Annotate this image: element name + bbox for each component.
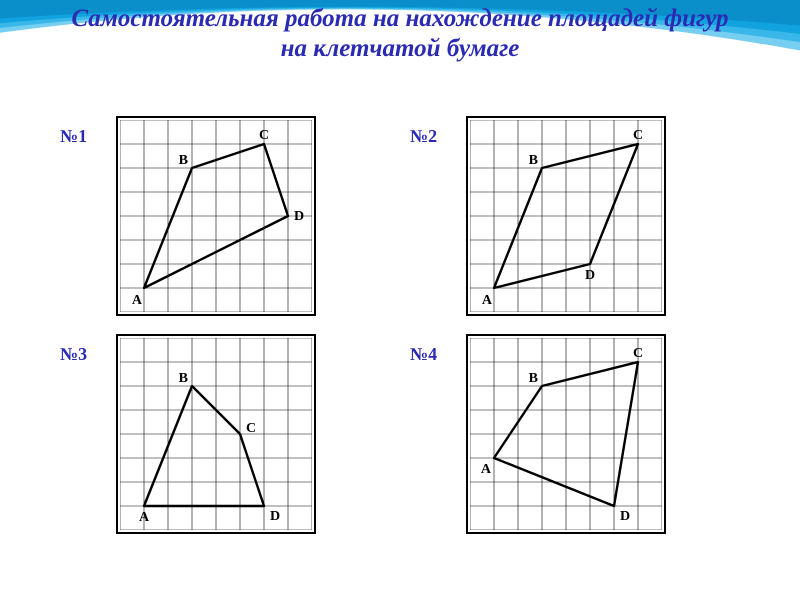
vertex-label-D: D: [620, 509, 630, 524]
problem-3: №3 A B C D: [60, 334, 390, 534]
problem-label: №2: [410, 126, 452, 147]
grid-figure: A B C D: [116, 116, 316, 316]
vertex-label-C: C: [246, 421, 256, 436]
vertex-label-A: A: [481, 462, 492, 477]
vertex-label-C: C: [633, 128, 643, 143]
grid-figure: A B C D: [466, 334, 666, 534]
grid-figure: A B C D: [116, 334, 316, 534]
vertex-label-D: D: [294, 209, 304, 224]
polygon: [144, 386, 264, 506]
problem-1: №1 A B C D: [60, 116, 390, 316]
problem-4: №4 A B C D: [410, 334, 740, 534]
vertex-label-A: A: [482, 293, 493, 308]
problem-label: №1: [60, 126, 102, 147]
vertex-label-B: B: [179, 153, 188, 168]
problem-2: №2 A B C D: [410, 116, 740, 316]
page-title: Самостоятельная работа на нахождение пло…: [0, 4, 800, 63]
vertex-label-A: A: [139, 510, 150, 525]
vertex-label-D: D: [585, 268, 595, 283]
problem-label: №3: [60, 344, 102, 365]
vertex-label-D: D: [270, 509, 280, 524]
vertex-label-C: C: [633, 346, 643, 361]
problem-label: №4: [410, 344, 452, 365]
problems-grid: №1 A B C D №2 A B C D №3 A B C D №4 A B C D: [0, 116, 800, 534]
grid-figure: A B C D: [466, 116, 666, 316]
vertex-label-A: A: [132, 293, 143, 308]
vertex-label-B: B: [179, 371, 188, 386]
vertex-label-C: C: [259, 128, 269, 143]
vertex-label-B: B: [529, 371, 538, 386]
vertex-label-B: B: [529, 153, 538, 168]
